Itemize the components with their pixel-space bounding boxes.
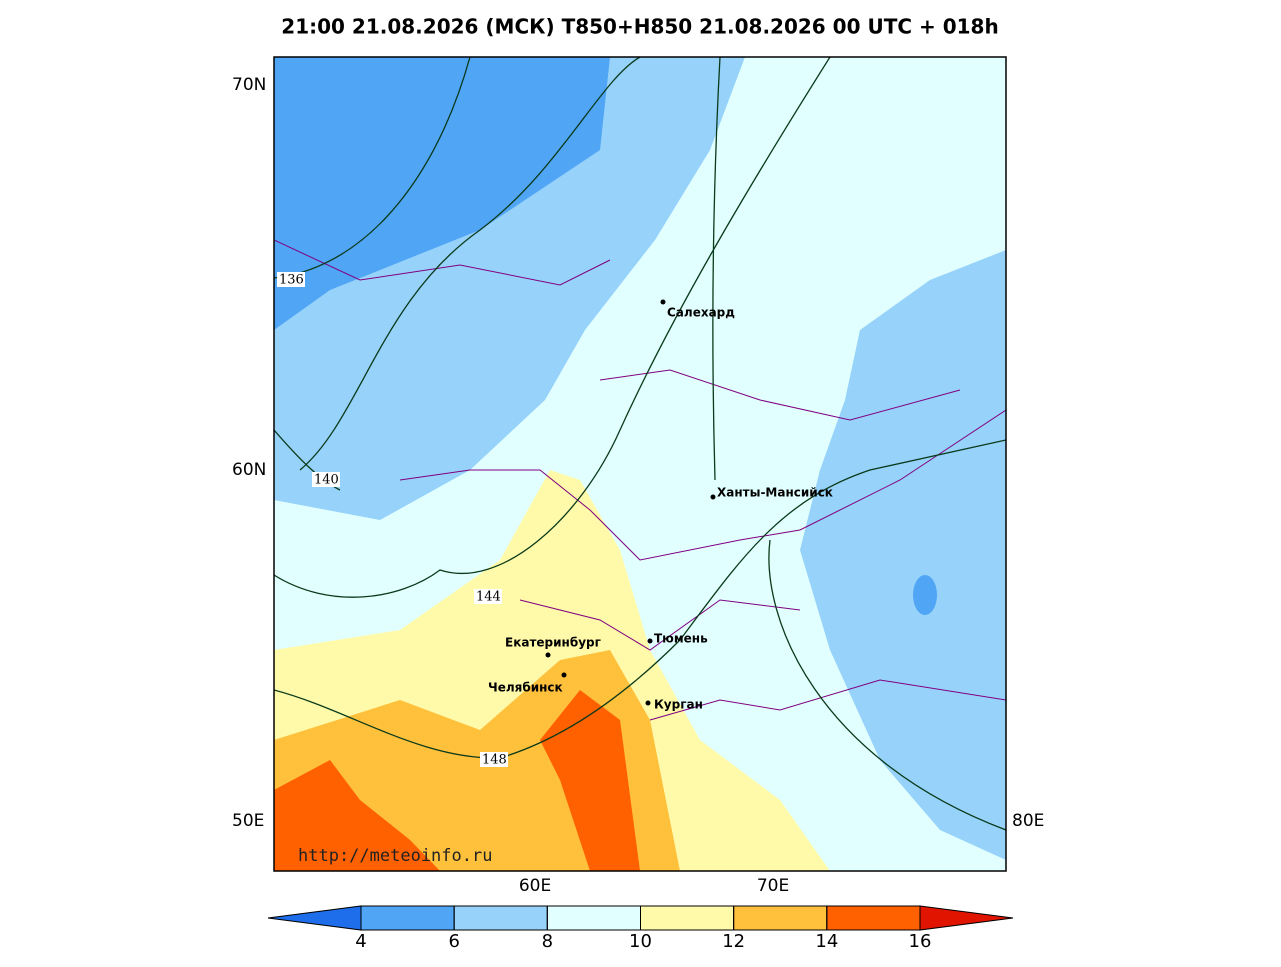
colorbar-swatch [733,905,828,931]
colorbar-extend [919,905,1014,931]
colorbar-swatch [453,905,548,931]
contour-label: 140 [314,473,339,488]
colorbar-swatch [640,905,735,931]
colorbar-tick-label: 4 [355,931,366,952]
colorbar-tick-label: 10 [629,931,652,952]
lat-label: 70N [232,75,266,95]
lon-label: 60E [519,876,551,896]
lat-label: 60N [232,460,266,480]
contour-label: 136 [279,273,304,288]
contour-label: 144 [476,590,501,605]
title: 21:00 21.08.2026 (МСК) T850+H850 21.08.2… [281,15,998,39]
colorbar-tick-label: 16 [909,931,932,952]
city-label: Екатеринбург [505,636,601,650]
colorbar-tick-label: 14 [815,931,838,952]
colorbar-swatch [546,905,641,931]
city-label: Ханты-Мансийск [717,486,833,500]
contour-label: 148 [482,753,507,768]
colorbar-tick-label: 12 [722,931,745,952]
city-label: Курган [654,698,703,712]
colorbar-tick-label: 6 [448,931,459,952]
city-label: Тюмень [654,632,708,646]
map-frame [273,56,1007,872]
colorbar-extend [267,905,362,931]
watermark: http://meteoinfo.ru [298,846,492,866]
lon-label: 50E [232,811,264,831]
cities: Салехард Ханты-Мансийск Екатеринбург Тюм… [488,299,833,712]
colorbar-tick-label: 8 [542,931,553,952]
colorbar-swatch [826,905,921,931]
city-label: Салехард [667,306,735,320]
map [274,57,1006,871]
lon-label: 80E [1012,811,1044,831]
colorbar: 4 6 8 10 12 14 16 [267,905,1014,952]
colorbar-swatch [360,905,455,931]
lon-label: 70E [757,876,789,896]
contour-labels: 136 140 144 148 [277,272,508,768]
city-label: Челябинск [488,681,563,695]
